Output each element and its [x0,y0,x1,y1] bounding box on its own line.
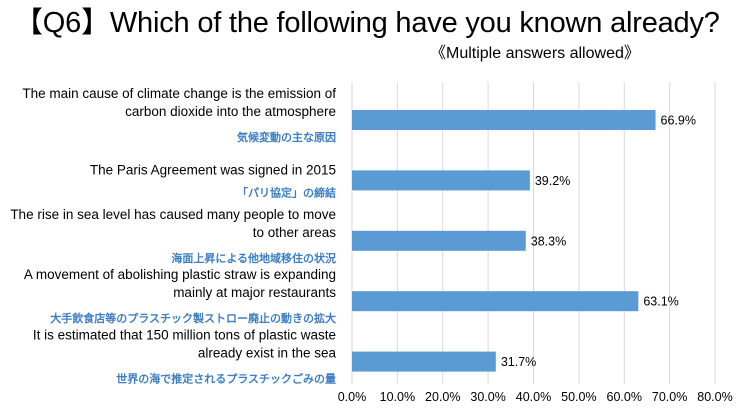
bars: 66.9% 39.2% 38.3% 63.1% 31.7% [352,110,696,372]
x-tick-label: 40.0% [516,390,551,404]
category-label: already exist in the sea [198,346,337,361]
category-label: The rise in sea level has caused many pe… [10,207,336,222]
bar-value-label: 39.2% [535,174,570,188]
x-tick-label: 30.0% [470,390,505,404]
category-label: It is estimated that 150 million tons of… [33,328,336,343]
category-label: mainly at major restaurants [173,285,336,300]
chart-subtitle: 《Multiple answers allowed》 [430,45,640,62]
x-tick-label: 10.0% [380,390,415,404]
category-label-japanese: 大手飲食店等のプラスチック製ストロー廃止の動きの拡大 [50,311,336,325]
category-label: carbon dioxide into the atmosphere [125,104,336,119]
category-label-japanese: 「パリ協定」の締結 [237,185,336,199]
bar [352,230,526,251]
x-tick-label: 70.0% [652,390,687,404]
x-axis-ticks: 0.0% 10.0% 20.0% 30.0% 40.0% 50.0% 60.0% 70.0% 8… [338,390,733,404]
category-label: to other areas [253,225,337,240]
bar-value-label: 66.9% [661,114,696,128]
category-label-japanese: 気候変動の主な原因 [237,130,336,144]
chart-title: 【Q6】Which of the following have you know… [14,7,720,39]
category-label: The Paris Agreement was signed in 2015 [90,162,336,177]
x-tick-label: 50.0% [561,390,596,404]
x-tick-label: 20.0% [425,390,460,404]
category-labels: The main cause of climate change is the … [10,86,336,386]
category-label: A movement of abolishing plastic straw i… [24,267,336,282]
category-label: The main cause of climate change is the … [22,86,336,101]
x-tick-label: 0.0% [338,390,367,404]
x-tick-label: 80.0% [697,390,732,404]
bar-value-label: 38.3% [531,234,566,248]
bar-value-label: 31.7% [501,355,536,369]
bar-value-label: 63.1% [643,295,678,309]
x-tick-label: 60.0% [607,390,642,404]
bar [352,351,496,372]
bar [352,110,656,130]
category-label-japanese: 海面上昇による他地域移住の状況 [171,251,336,265]
bar [352,291,639,312]
bar [352,170,530,191]
category-label-japanese: 世界の海で推定されるプラスチックごみの量 [116,372,336,386]
